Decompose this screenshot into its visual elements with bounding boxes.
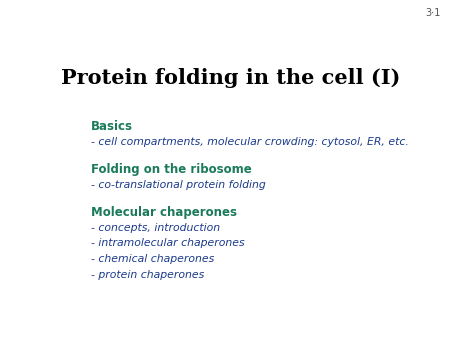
Text: Molecular chaperones: Molecular chaperones bbox=[91, 206, 237, 219]
Text: - intramolecular chaperones: - intramolecular chaperones bbox=[91, 238, 245, 248]
Text: Folding on the ribosome: Folding on the ribosome bbox=[91, 163, 252, 176]
Text: - concepts, introduction: - concepts, introduction bbox=[91, 223, 220, 233]
Text: - cell compartments, molecular crowding: cytosol, ER, etc.: - cell compartments, molecular crowding:… bbox=[91, 137, 409, 147]
Text: Basics: Basics bbox=[91, 120, 133, 133]
Text: - co-translational protein folding: - co-translational protein folding bbox=[91, 180, 266, 190]
Text: - chemical chaperones: - chemical chaperones bbox=[91, 254, 214, 264]
Text: - protein chaperones: - protein chaperones bbox=[91, 270, 204, 280]
Text: 3⋅1: 3⋅1 bbox=[426, 8, 441, 19]
Text: Protein folding in the cell (I): Protein folding in the cell (I) bbox=[61, 68, 400, 88]
